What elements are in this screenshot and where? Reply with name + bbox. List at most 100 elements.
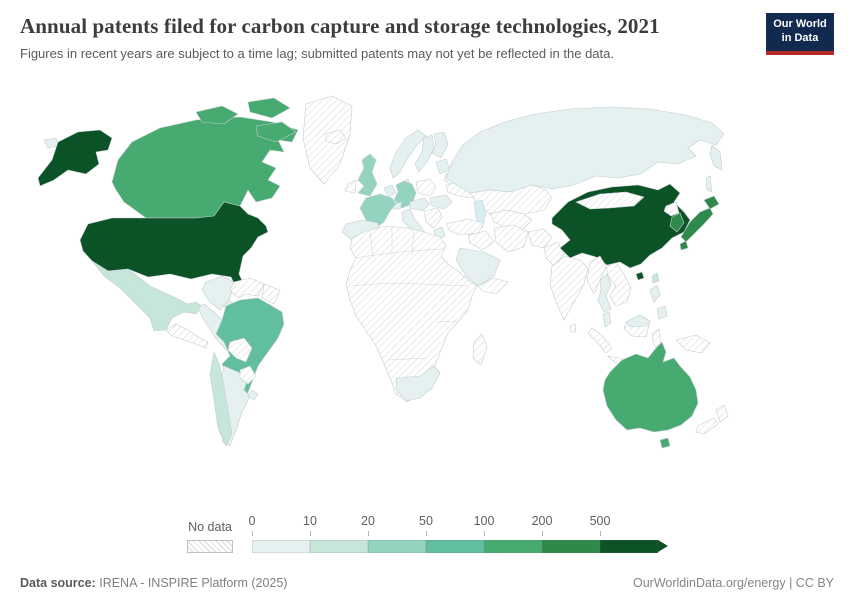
legend-bin-200-500[interactable] [542, 540, 600, 553]
country-afghanistan[interactable] [527, 228, 553, 249]
legend-tick-mark [252, 531, 253, 536]
country-sri-lanka[interactable] [569, 323, 577, 333]
country-united-states[interactable] [79, 201, 269, 293]
world-choropleth-map [0, 90, 850, 510]
caspian-sea [473, 199, 487, 229]
legend-tick-label: 0 [248, 514, 256, 528]
country-syria-iraq[interactable] [467, 230, 495, 251]
country-poland[interactable] [415, 178, 437, 197]
country-kazakhstan[interactable] [469, 184, 553, 215]
country-united-states-alaska[interactable] [37, 129, 113, 187]
country-venezuela[interactable] [229, 277, 265, 299]
logo-line-1: Our World [773, 18, 827, 31]
header: Annual patents filed for carbon capture … [20, 14, 750, 61]
legend-bin-10-20[interactable] [310, 540, 368, 553]
country-paraguay[interactable] [239, 365, 257, 385]
data-source: Data source: IRENA - INSPIRE Platform (2… [20, 576, 287, 590]
country-finland[interactable] [431, 131, 449, 159]
country-australia[interactable] [602, 341, 699, 433]
country-russia-kamchatka[interactable] [709, 144, 723, 171]
country-benelux[interactable] [383, 184, 397, 198]
country-north-korea[interactable] [663, 201, 680, 217]
country-france[interactable] [359, 193, 397, 229]
country-indochina[interactable] [605, 262, 632, 307]
country-mongolia[interactable] [575, 191, 645, 210]
legend-tick-mark [600, 531, 601, 536]
country-south-africa[interactable] [395, 365, 441, 402]
legend-tick-label: 20 [361, 514, 375, 528]
legend-tick-mark [368, 531, 369, 536]
country-balkans[interactable] [423, 207, 443, 229]
country-japan-honshu[interactable] [680, 207, 714, 243]
country-yemen-oman[interactable] [477, 277, 509, 295]
legend-arrow-tip [658, 540, 668, 552]
africa-internal-borders [351, 227, 469, 361]
country-malaysia-peninsula[interactable] [602, 311, 612, 328]
country-sweden[interactable] [414, 134, 435, 173]
page-title: Annual patents filed for carbon capture … [20, 14, 660, 38]
country-africa-no-data[interactable] [345, 225, 478, 403]
country-iceland[interactable] [325, 129, 347, 145]
country-central-america[interactable] [165, 323, 209, 349]
legend-no-data: No data [187, 520, 233, 553]
country-guyanas[interactable] [261, 283, 281, 305]
legend-bin-100-200[interactable] [484, 540, 542, 553]
country-central-asia[interactable] [489, 209, 533, 231]
country-iran[interactable] [493, 224, 529, 253]
country-chile[interactable] [209, 351, 233, 447]
legend-bin-0-10[interactable] [252, 540, 310, 553]
country-colombia[interactable] [201, 275, 235, 311]
legend-bin-20-50[interactable] [368, 540, 426, 553]
country-japan-hokkaido[interactable] [703, 195, 720, 210]
country-pakistan[interactable] [543, 241, 565, 267]
chart-subtitle: Figures in recent years are subject to a… [20, 46, 614, 61]
legend-tick-mark [310, 531, 311, 536]
no-data-label: No data [188, 520, 232, 534]
country-canada-arctic-3[interactable] [255, 121, 297, 143]
legend-tick-label: 500 [589, 514, 611, 528]
country-austria-czech[interactable] [409, 197, 431, 212]
legend-bin-50-100[interactable] [426, 540, 484, 553]
country-new-zealand-south[interactable] [695, 417, 719, 435]
country-bolivia[interactable] [227, 337, 253, 363]
legend-tick-mark [542, 531, 543, 536]
country-philippines-luzon[interactable] [649, 284, 661, 303]
legend-tick-mark [426, 531, 427, 536]
country-saudi-arabia[interactable] [455, 247, 501, 287]
country-russia-sakhalin[interactable] [705, 175, 713, 193]
country-sumatra[interactable] [587, 327, 613, 354]
country-hungary-romania[interactable] [429, 194, 453, 210]
country-norway[interactable] [389, 129, 427, 179]
country-canada-arctic-1[interactable] [195, 105, 239, 125]
legend-tick-label: 200 [531, 514, 553, 528]
country-taiwan[interactable] [651, 272, 660, 284]
no-data-swatch[interactable] [187, 540, 233, 553]
country-philippines-mindanao[interactable] [656, 305, 668, 320]
data-source-value[interactable]: IRENA - INSPIRE Platform (2025) [99, 576, 288, 590]
owid-logo[interactable]: Our World in Data [766, 13, 834, 55]
legend-color-bar [252, 540, 668, 553]
country-ireland[interactable] [344, 179, 357, 194]
country-uruguay[interactable] [247, 389, 259, 401]
legend-tick-mark [484, 531, 485, 536]
country-united-kingdom[interactable] [357, 153, 378, 197]
country-malaysia-borneo[interactable] [625, 314, 651, 328]
country-new-zealand-north[interactable] [715, 404, 729, 423]
map-legend: No data 0 10 20 50 100 200 500 [187, 514, 672, 553]
country-canada-arctic-2[interactable] [247, 97, 291, 119]
country-south-korea[interactable] [669, 212, 685, 233]
country-australia-tasmania[interactable] [659, 437, 671, 449]
country-madagascar[interactable] [472, 333, 488, 366]
country-thailand[interactable] [597, 273, 612, 313]
data-source-label: Data source: [20, 576, 96, 590]
country-china-hainan[interactable] [635, 271, 645, 281]
footer: Data source: IRENA - INSPIRE Platform (2… [20, 576, 834, 590]
legend-color-scale: 0 10 20 50 100 200 500 [248, 514, 672, 553]
logo-line-2: in Data [781, 32, 819, 44]
country-india[interactable] [549, 255, 589, 321]
footer-credit[interactable]: OurWorldinData.org/energy | CC BY [632, 576, 834, 590]
legend-tick-label: 50 [419, 514, 433, 528]
country-japan-kyushu[interactable] [679, 240, 689, 251]
legend-bin-500+[interactable] [600, 540, 658, 553]
country-papua-new-guinea[interactable] [675, 334, 711, 354]
